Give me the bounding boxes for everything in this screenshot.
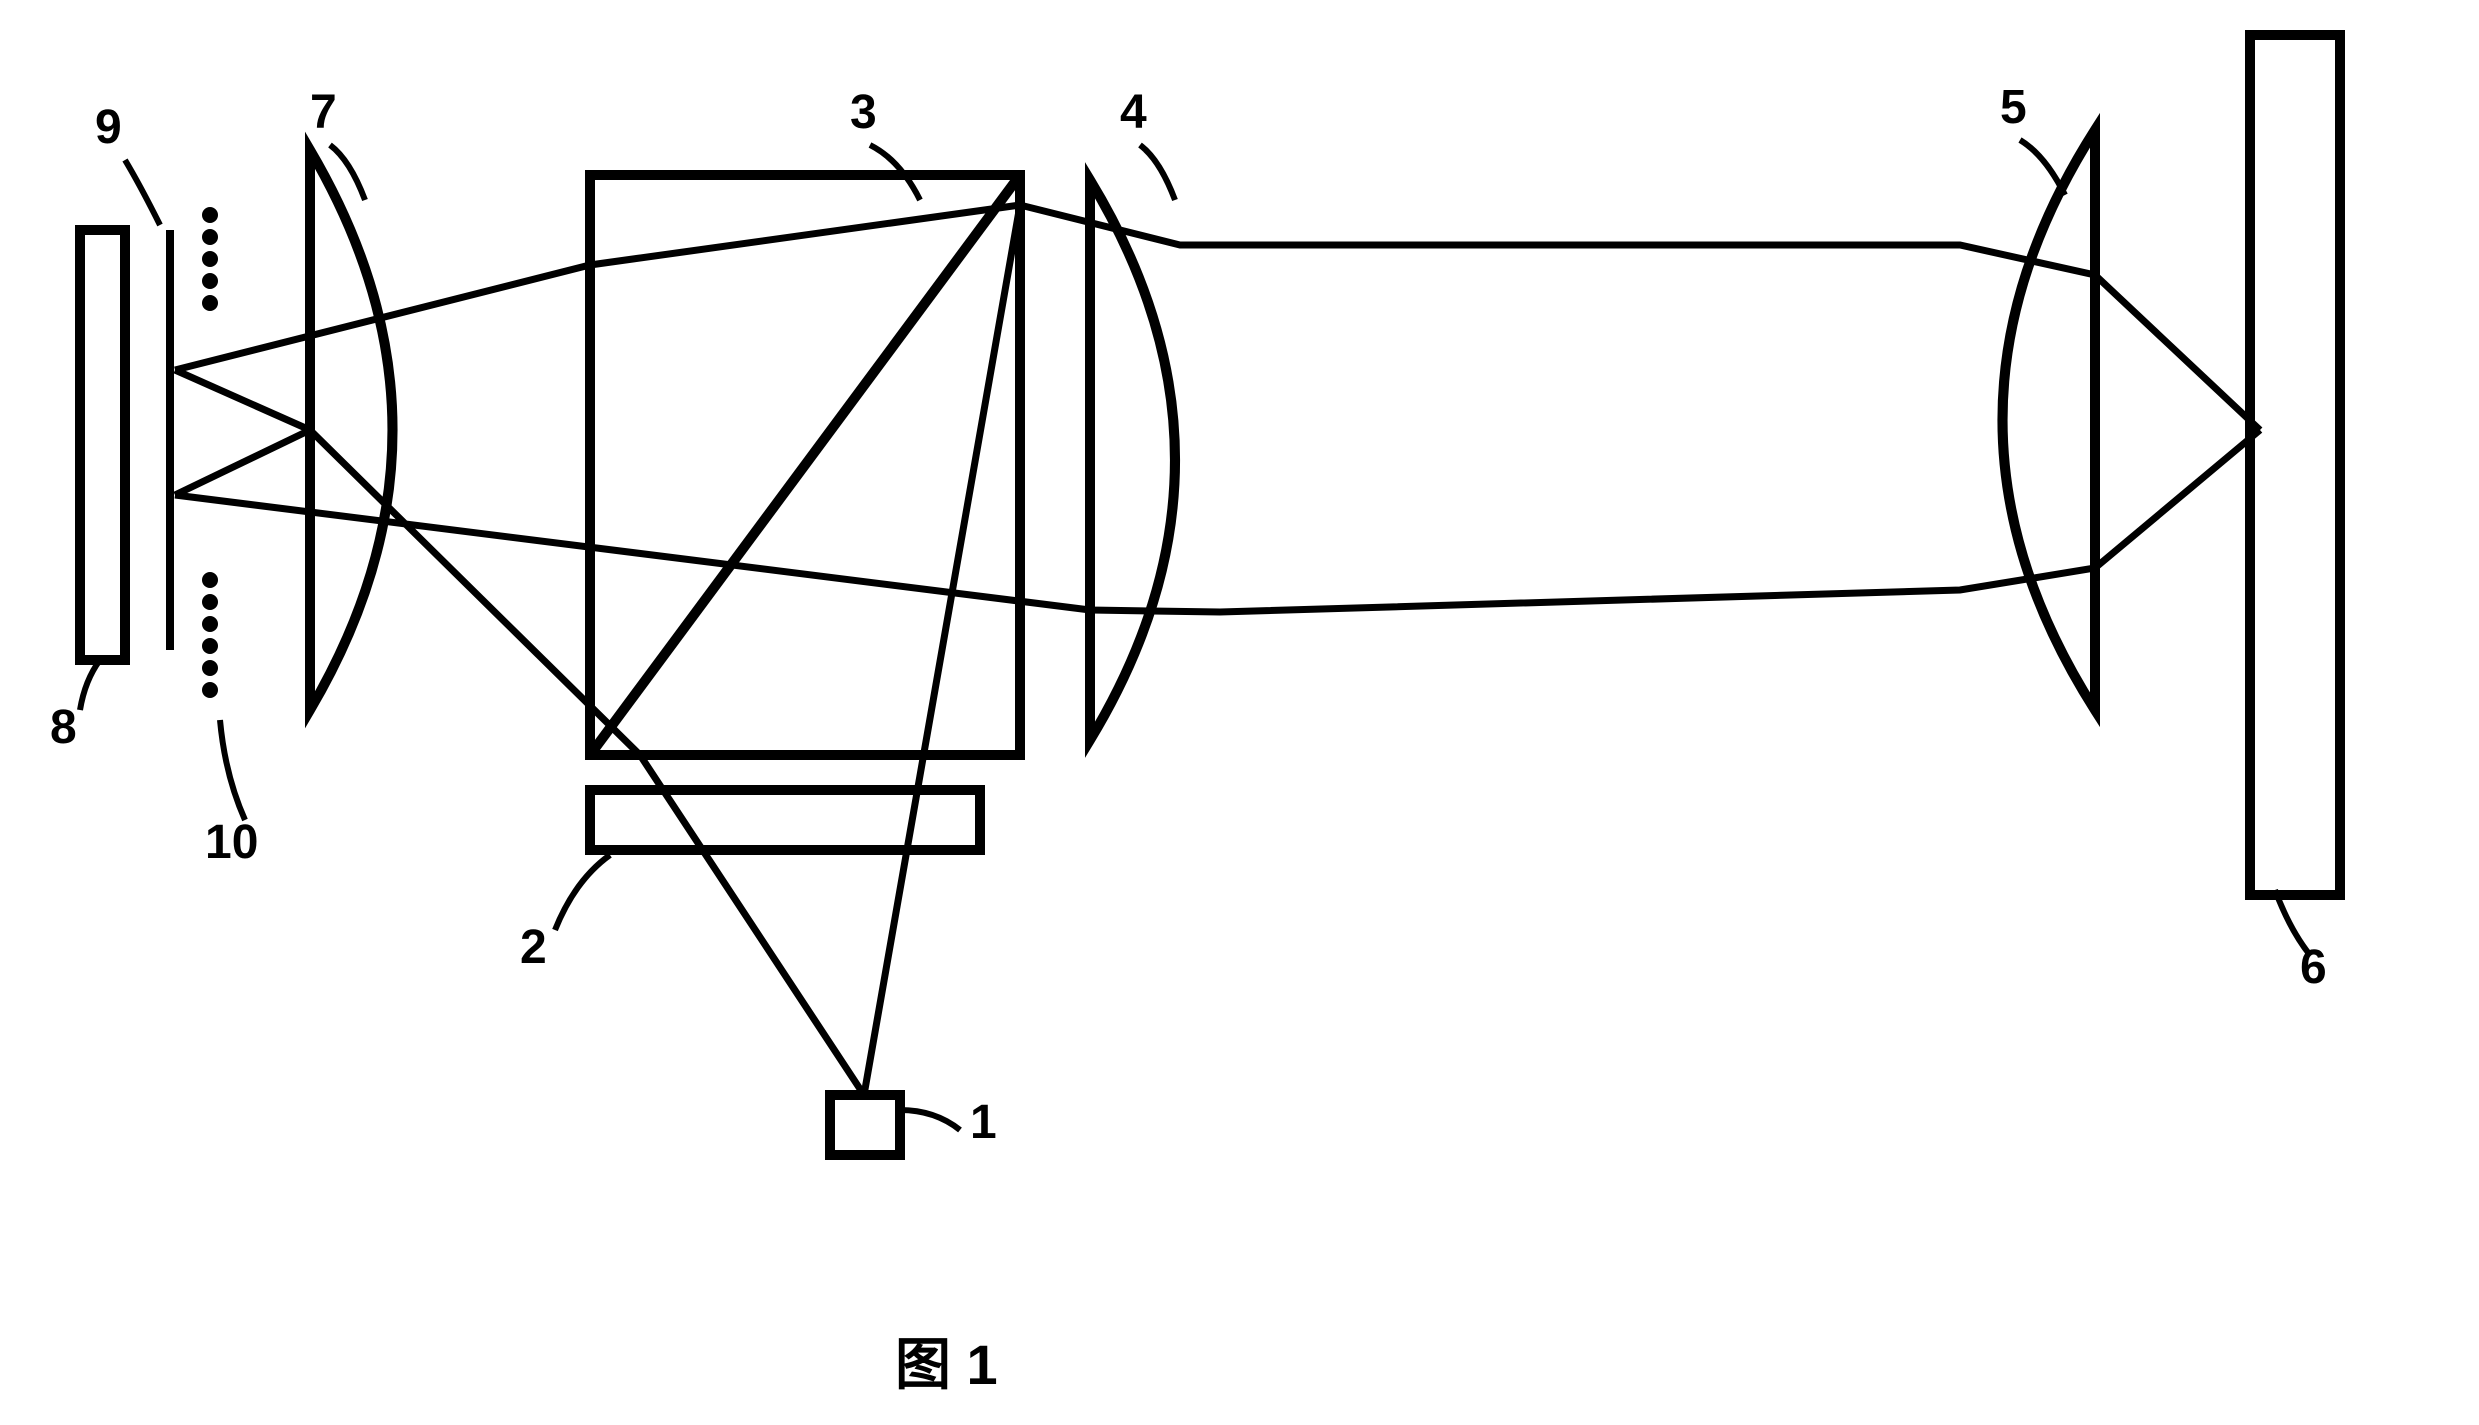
label-3: 3 bbox=[850, 85, 877, 140]
label-10: 10 bbox=[205, 815, 258, 870]
label-1: 1 bbox=[970, 1095, 997, 1150]
optical-schematic bbox=[0, 0, 2479, 1425]
label-9: 9 bbox=[95, 100, 122, 155]
label-5: 5 bbox=[2000, 80, 2027, 135]
label-2: 2 bbox=[520, 920, 547, 975]
label-7: 7 bbox=[310, 85, 337, 140]
label-6: 6 bbox=[2300, 940, 2327, 995]
label-4: 4 bbox=[1120, 85, 1147, 140]
figure-caption: 图 1 bbox=[895, 1320, 998, 1401]
diagram-container: 1 2 3 4 5 6 7 8 9 10 图 1 bbox=[0, 0, 2479, 1425]
label-8: 8 bbox=[50, 700, 77, 755]
